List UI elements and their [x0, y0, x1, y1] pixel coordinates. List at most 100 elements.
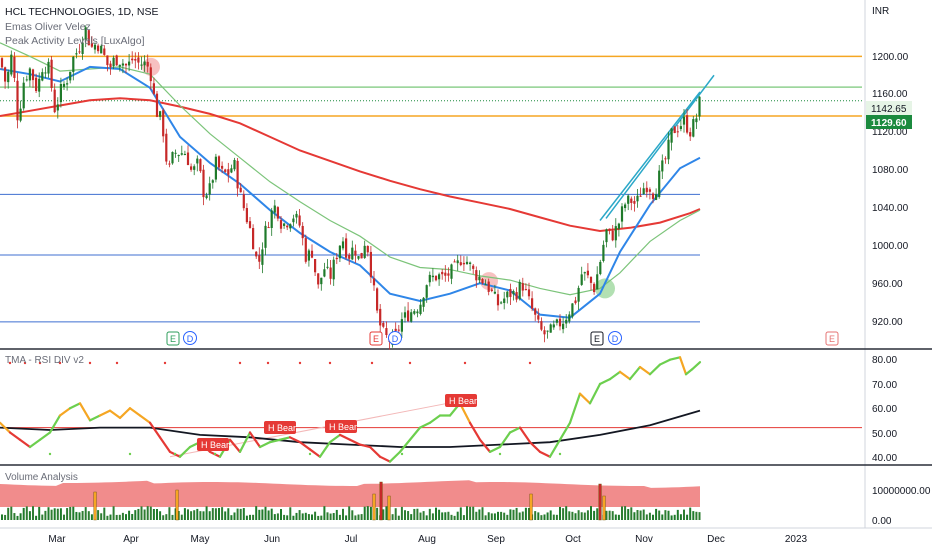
indicator-legend-ema[interactable]: Emas Oliver Velez: [5, 21, 91, 33]
price-axis[interactable]: INR 1200.00 1160.00 1120.00 1080.00 1040…: [872, 6, 909, 328]
candle-body: [531, 298, 534, 309]
volume-bar: [199, 511, 202, 520]
volume-bar: [593, 510, 596, 520]
indicator-legend-peak[interactable]: Peak Activity Levels [LuxAlgo]: [5, 35, 145, 47]
volume-bar: [376, 507, 379, 520]
volume-bar: [338, 514, 341, 520]
event-markers[interactable]: E D E D E D E: [166, 331, 839, 346]
x-tick: Aug: [418, 534, 436, 545]
dividend-marker[interactable]: [183, 331, 197, 345]
candle-body: [227, 169, 230, 175]
rsi-segment: [618, 370, 632, 381]
rsi-segment: [488, 445, 502, 453]
rsi-segment: [378, 455, 392, 463]
candle-body: [397, 329, 400, 331]
rsi-signal-dot: [115, 361, 119, 365]
dividend-marker[interactable]: [388, 331, 402, 345]
rsi-segment: [498, 431, 512, 449]
volume-bar: [351, 510, 354, 520]
earnings-marker[interactable]: [590, 331, 604, 346]
rsi-signal-line: [0, 409, 701, 448]
volume-bar: [692, 511, 695, 520]
candle-body: [506, 291, 509, 298]
h-bear-tag[interactable]: [445, 394, 477, 407]
volume-bar: [689, 507, 692, 520]
h-bear-tag[interactable]: [325, 420, 357, 433]
volume-bar: [345, 515, 348, 520]
volume-bar: [270, 508, 273, 520]
chart-title[interactable]: HCL TECHNOLOGIES, 1D, NSE: [5, 6, 159, 18]
candle-body: [7, 71, 10, 83]
volume-band: [0, 480, 700, 507]
dividend-marker[interactable]: [608, 331, 622, 345]
volume-bar: [25, 506, 28, 520]
candle-body: [515, 292, 518, 300]
volume-bar: [695, 511, 698, 520]
volume-axis[interactable]: 10000000.00 0.00: [872, 486, 931, 527]
time-axis[interactable]: Mar Apr May Jun Jul Aug Sep Oct Nov Dec …: [48, 534, 807, 545]
divergence-labels[interactable]: H Bear H Bear H Bear H Bear: [197, 394, 477, 451]
volume-bar: [565, 506, 568, 520]
candle-body: [571, 303, 574, 317]
volume-pane-title[interactable]: Volume Analysis: [5, 472, 78, 483]
candle-body: [211, 180, 214, 183]
rsi-segment: [48, 414, 62, 434]
volume-bar: [112, 506, 115, 520]
rsi-y-tick: 50.00: [872, 429, 897, 440]
candle-body: [456, 260, 459, 264]
candle-body: [465, 261, 469, 265]
volume-bar: [224, 511, 227, 520]
rsi-pane-title[interactable]: TMA - RSI DIV v2: [5, 355, 84, 366]
h-bear-tag[interactable]: [264, 421, 296, 434]
earnings-marker[interactable]: [166, 331, 180, 346]
candle-body: [552, 324, 555, 328]
candle-body: [357, 256, 360, 259]
h-bear-tag[interactable]: [197, 438, 229, 451]
volume-bar: [524, 507, 527, 520]
candle-body: [599, 261, 602, 275]
rsi-segment: [478, 438, 492, 453]
candle-body: [574, 300, 577, 304]
rsi-segment: [228, 438, 242, 453]
volume-pane[interactable]: [0, 480, 701, 521]
candle-body: [242, 194, 245, 209]
candle-body: [267, 227, 270, 229]
candle-body: [503, 298, 506, 303]
volume-bar: [664, 510, 667, 520]
candle-body: [562, 323, 565, 330]
candle-body: [459, 262, 462, 266]
volume-bar: [152, 508, 155, 520]
volume-bar: [317, 515, 320, 520]
candle-body: [50, 59, 53, 88]
earnings-marker[interactable]: [825, 331, 839, 346]
volume-bar: [447, 511, 450, 520]
rsi-segment: [568, 392, 582, 424]
candle-body: [78, 51, 81, 53]
volume-bar: [22, 507, 25, 520]
volume-bar: [490, 513, 493, 520]
volume-bar: [32, 506, 34, 520]
rsi-segment: [178, 445, 192, 458]
volume-bar: [655, 508, 658, 520]
earnings-marker[interactable]: [369, 331, 383, 346]
candle-body: [25, 79, 28, 81]
candle-body: [177, 155, 180, 157]
volume-bar: [360, 514, 363, 520]
rsi-signal-dot: [528, 361, 532, 365]
candle-body: [90, 43, 93, 47]
candle-body: [304, 238, 307, 262]
price-pane[interactable]: [0, 25, 862, 350]
volume-bar: [435, 507, 437, 520]
volume-bar: [214, 508, 217, 520]
volume-bar: [605, 510, 608, 520]
candle-body: [407, 310, 410, 322]
rsi-axis[interactable]: 80.00 70.00 60.00 50.00 40.00: [872, 355, 897, 464]
x-tick: Jun: [264, 534, 280, 545]
h-bear-label: H Bear: [329, 422, 357, 432]
volume-bar: [391, 514, 394, 520]
candle-body: [131, 58, 134, 61]
volume-spike: [372, 493, 376, 521]
volume-bar: [236, 508, 239, 520]
candle-body: [329, 267, 332, 279]
